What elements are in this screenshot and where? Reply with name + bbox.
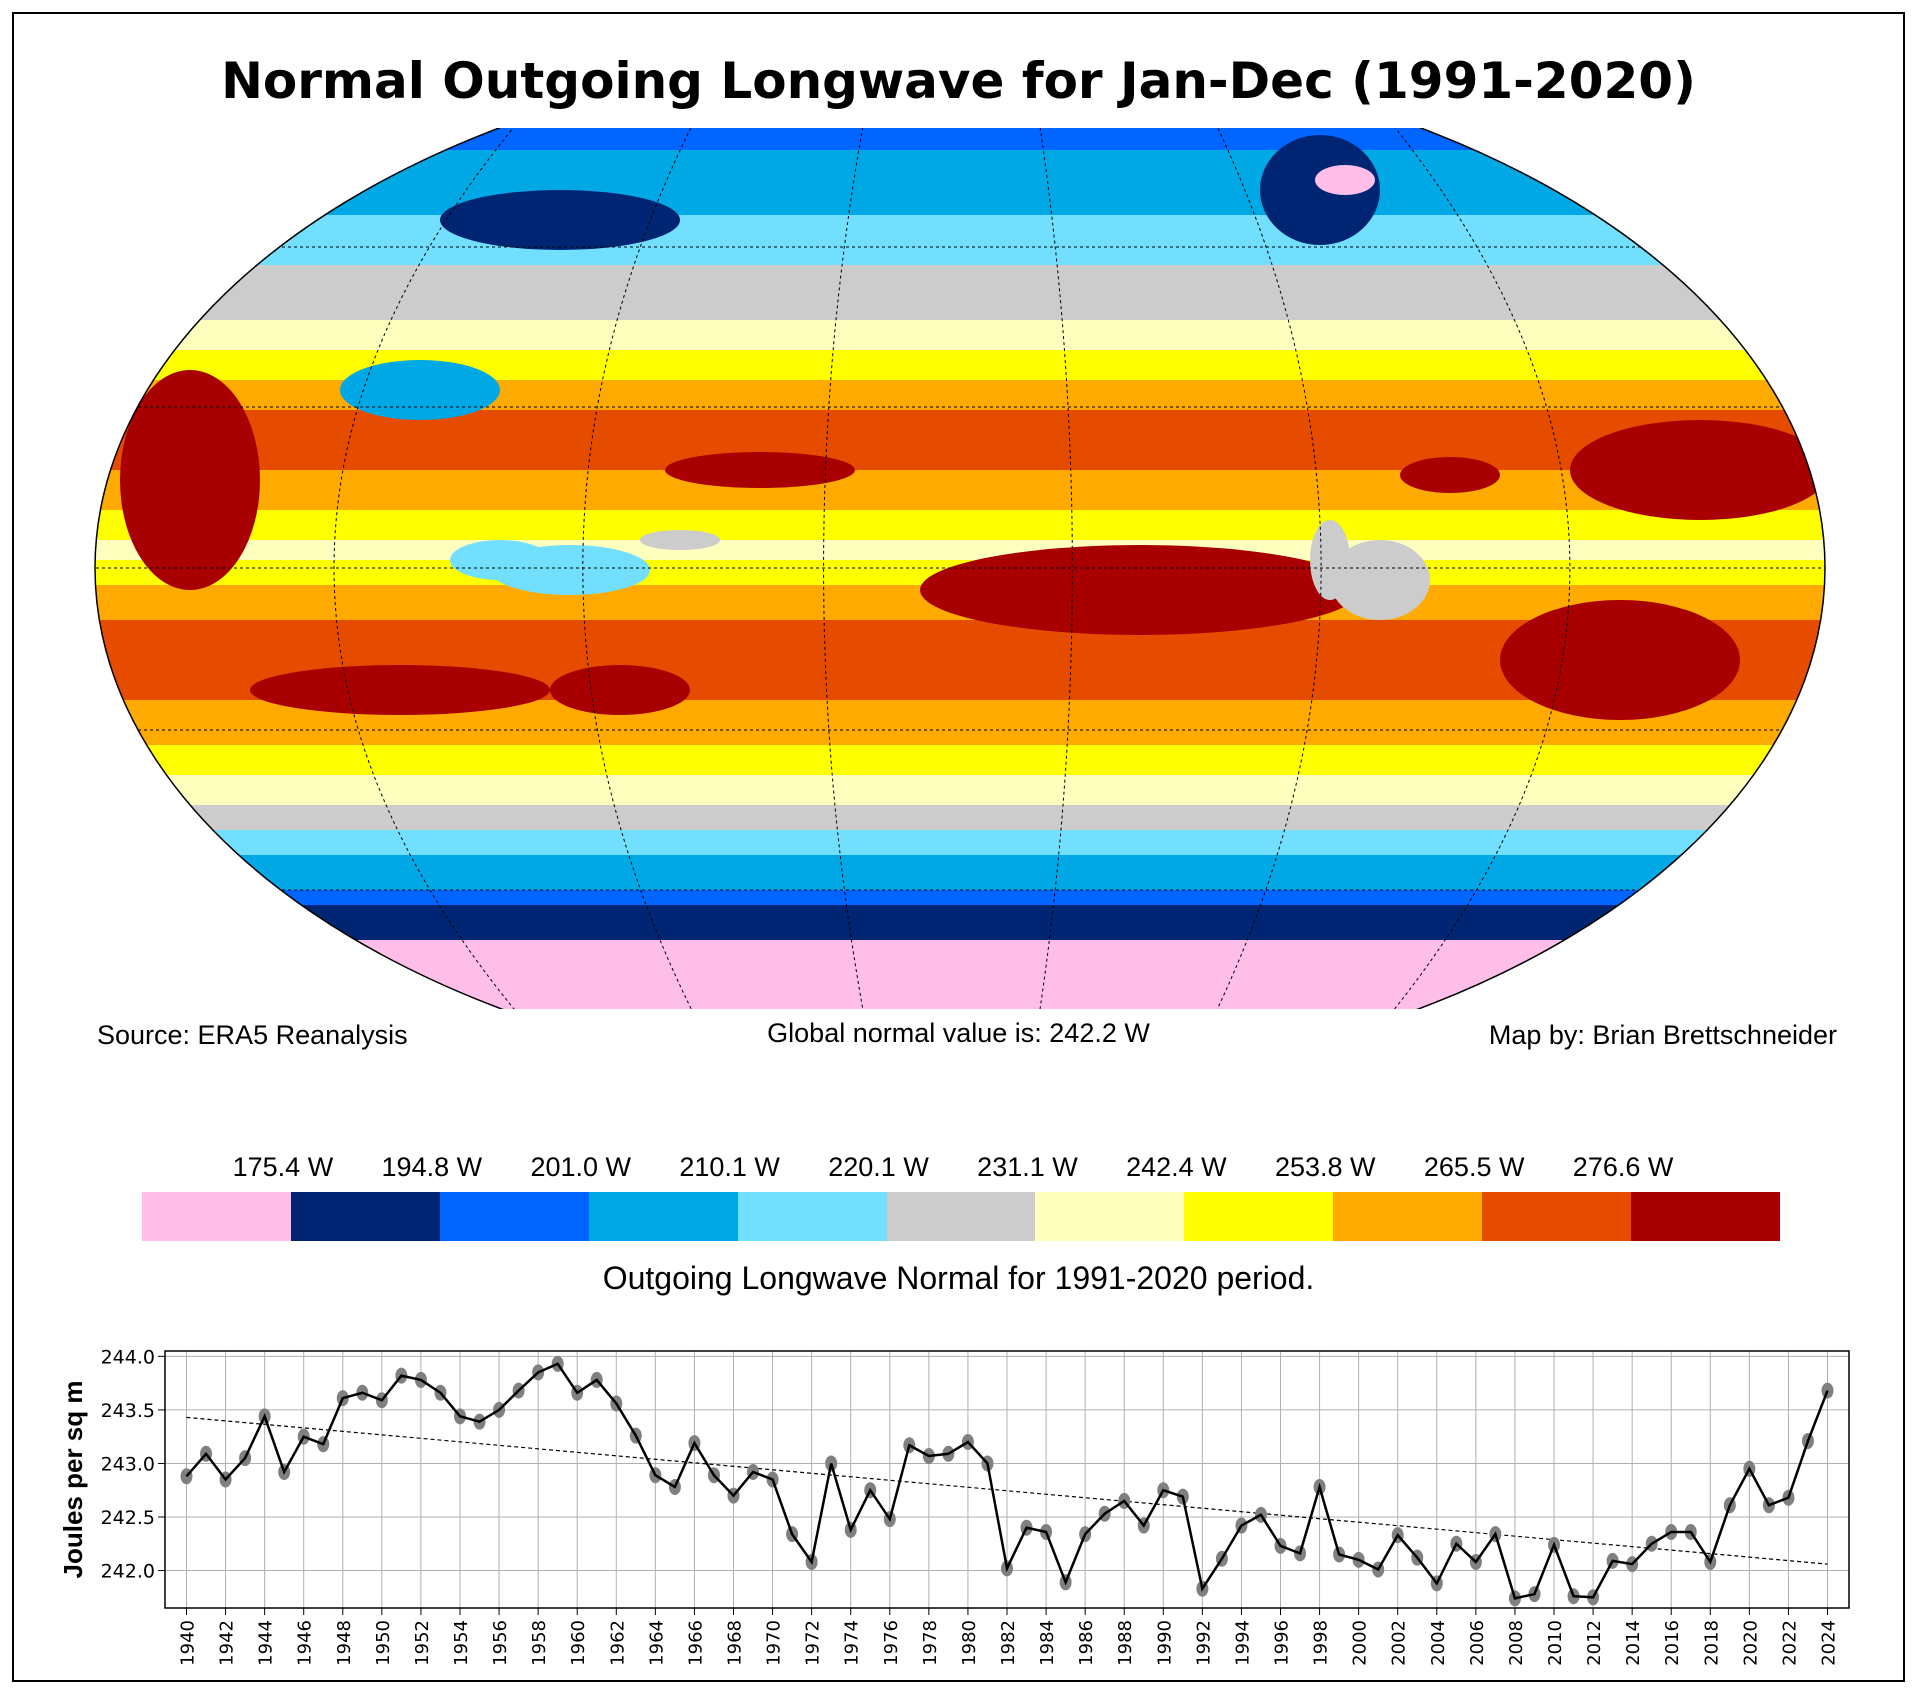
source-label: Source: ERA5 Reanalysis <box>97 1020 408 1050</box>
colorbar-segment <box>142 1192 291 1241</box>
olr-band <box>95 215 1825 266</box>
olr-feature <box>1330 540 1430 620</box>
olr-band <box>95 265 1825 321</box>
colorbar-segment <box>737 1192 887 1241</box>
olr-feature <box>440 190 680 250</box>
colorbar-label: 175.4 W <box>232 1152 334 1182</box>
longitude-line <box>582 128 717 1009</box>
map-title: Normal Outgoing Longwave for Jan-Dec (19… <box>221 52 1696 110</box>
longitude-line <box>1354 128 1571 1009</box>
colorbar-segment <box>1631 1192 1780 1241</box>
olr-feature <box>450 540 550 580</box>
colorbar-label: 220.1 W <box>828 1152 929 1182</box>
olr-band <box>95 320 1825 351</box>
olr-feature <box>1400 457 1500 493</box>
colorbar-segment <box>439 1192 589 1241</box>
olr-band <box>95 540 1825 561</box>
olr-band <box>95 510 1825 541</box>
colorbar-segment <box>290 1192 440 1241</box>
longitude-line <box>823 128 873 1009</box>
colorbar-segment <box>886 1192 1036 1241</box>
olr-feature <box>120 370 260 590</box>
graticule <box>95 128 1825 1009</box>
colorbar <box>142 1192 1780 1241</box>
colorbar-segment <box>1184 1192 1334 1241</box>
colorbar-label: 276.6 W <box>1572 1152 1674 1182</box>
colorbar-label: 201.0 W <box>530 1152 631 1182</box>
olr-feature <box>640 530 720 550</box>
colorbar-segment <box>1035 1192 1185 1241</box>
olr-band <box>95 380 1825 411</box>
colorbar-label: 253.8 W <box>1274 1152 1376 1182</box>
colorbar-label: 265.5 W <box>1423 1152 1525 1182</box>
olr-band <box>95 905 1825 941</box>
colorbar-label: 231.1 W <box>977 1152 1078 1182</box>
olr-feature <box>1570 420 1825 520</box>
longitude-line <box>1193 128 1322 1009</box>
colorbar-caption: Outgoing Longwave Normal for 1991-2020 p… <box>602 1260 1315 1296</box>
colorbar-segment <box>1482 1192 1632 1241</box>
olr-band <box>95 150 1825 216</box>
colorbar-label: 210.1 W <box>679 1152 780 1182</box>
olr-feature <box>1315 165 1375 195</box>
olr-feature <box>920 545 1360 635</box>
olr-band <box>95 350 1825 381</box>
olr-band <box>95 470 1825 511</box>
olr-feature <box>250 665 550 715</box>
olr-feature <box>1260 135 1380 245</box>
olr-band <box>95 890 1825 906</box>
olr-band <box>95 745 1825 776</box>
olr-band <box>95 775 1825 806</box>
olr-feature <box>1500 600 1740 720</box>
credit-label: Map by: Brian Brettschneider <box>1488 1020 1837 1050</box>
olr-band <box>95 410 1825 471</box>
colorbar-label: 242.4 W <box>1126 1152 1227 1182</box>
olr-feature <box>550 665 690 715</box>
olr-band <box>95 128 1825 151</box>
longitude-line <box>333 128 555 1009</box>
olr-feature <box>665 452 855 488</box>
figure-border <box>12 12 1905 1682</box>
map-outline <box>94 128 1826 1009</box>
olr-band <box>95 940 1825 1009</box>
world-map <box>94 128 1826 1009</box>
olr-band <box>95 855 1825 891</box>
global-normal-value: Global normal value is: 242.2 W <box>767 1018 1150 1048</box>
olr-feature <box>340 360 500 420</box>
colorbar-label: 194.8 W <box>381 1152 483 1182</box>
olr-band <box>95 830 1825 856</box>
olr-band <box>95 805 1825 831</box>
colorbar-segment <box>588 1192 738 1241</box>
longitude-line <box>1032 128 1073 1009</box>
colorbar-segment <box>1333 1192 1483 1241</box>
